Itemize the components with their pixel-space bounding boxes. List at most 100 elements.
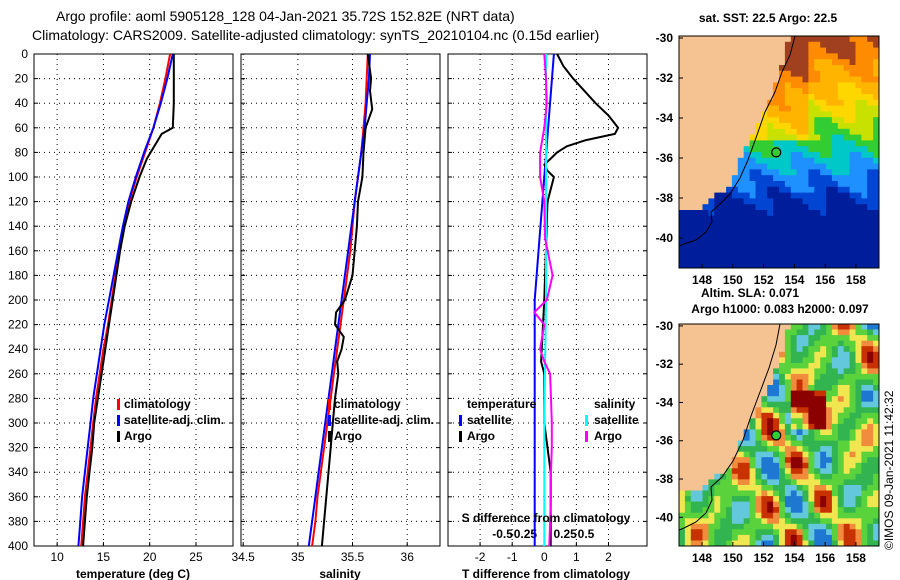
field-cell	[843, 418, 851, 425]
field-cell	[808, 379, 815, 386]
field-cell	[761, 396, 768, 403]
x-tick-label: 35.5	[341, 550, 365, 564]
field-cell	[808, 518, 815, 525]
field-cell	[684, 501, 692, 508]
field-cell	[779, 485, 786, 492]
field-cell	[843, 146, 851, 153]
field-cell	[837, 373, 845, 380]
field-cell	[779, 111, 786, 118]
field-cell	[790, 335, 798, 342]
field-cell	[837, 157, 845, 165]
field-cell	[802, 346, 809, 353]
field-cell	[737, 221, 745, 228]
field-cell	[826, 94, 833, 101]
field-cell	[814, 140, 821, 147]
field-cell	[784, 244, 792, 252]
field-cell	[855, 117, 862, 124]
y-tick-label: 320	[8, 441, 28, 455]
field-cell	[726, 250, 733, 257]
y-tick-label: 360	[8, 490, 28, 504]
field-cell	[790, 324, 798, 331]
field-cell	[826, 446, 833, 453]
field-cell	[720, 215, 727, 223]
field-cell	[826, 512, 833, 519]
field-cell	[831, 239, 839, 246]
field-cell	[831, 262, 839, 268]
field-cell	[796, 250, 804, 257]
field-cell	[708, 507, 715, 514]
field-cell	[790, 362, 798, 369]
field-cell	[867, 529, 874, 536]
field-cell	[831, 157, 839, 165]
field-cell	[802, 134, 809, 141]
field-cell	[696, 239, 704, 246]
field-cell	[726, 496, 733, 503]
field-cell	[867, 111, 874, 118]
field-cell	[773, 169, 780, 176]
s-difference-xlabel: S difference from climatology	[462, 511, 631, 525]
field-cell	[679, 215, 686, 223]
field-cell	[802, 192, 809, 199]
field-cell	[861, 65, 868, 72]
field-cell	[831, 88, 839, 95]
field-cell	[743, 523, 751, 530]
y-tick-label: 380	[8, 514, 28, 528]
field-cell	[743, 507, 751, 514]
coastline	[679, 324, 879, 546]
field-cell	[826, 396, 833, 403]
field-cell	[849, 117, 857, 124]
field-cell	[861, 157, 868, 165]
field-cell	[849, 457, 857, 464]
field-cell	[690, 512, 698, 519]
field-cell	[796, 221, 804, 228]
field-cell	[826, 152, 833, 159]
field-cell	[731, 175, 739, 182]
field-cell	[855, 163, 862, 170]
field-cell	[849, 401, 857, 408]
field-cell	[873, 468, 879, 475]
legend-swatch-t-argo	[459, 431, 462, 442]
y-tick-label: 340	[8, 465, 28, 479]
field-cell	[731, 244, 739, 252]
field-cell	[873, 335, 879, 342]
field-cell	[720, 198, 727, 205]
field-cell	[814, 396, 821, 403]
field-cell	[720, 534, 727, 541]
field-cell	[861, 340, 868, 347]
field-cell	[796, 146, 804, 153]
field-cell	[867, 210, 874, 217]
field-cell	[837, 175, 845, 182]
field-cell	[808, 451, 815, 458]
field-cell	[784, 186, 792, 194]
field-cell	[761, 163, 768, 170]
field-cell	[714, 490, 721, 497]
field-cell	[773, 385, 780, 392]
field-cell	[826, 335, 833, 342]
field-cell	[679, 262, 686, 268]
field-cell	[855, 244, 862, 252]
field-cell	[861, 88, 868, 95]
field-cell	[702, 507, 709, 514]
field-cell	[743, 146, 751, 153]
field-cell	[849, 233, 857, 240]
field-cell	[761, 435, 768, 442]
field-cell	[690, 540, 698, 546]
field-cell	[784, 99, 792, 107]
field-cell	[696, 512, 704, 519]
field-cell	[696, 523, 704, 530]
field-cell	[761, 128, 768, 136]
field-cell	[796, 227, 804, 234]
field-cell	[790, 94, 798, 101]
field-cell	[820, 111, 827, 118]
field-cell	[702, 496, 709, 503]
field-cell	[755, 140, 762, 147]
field-cell	[784, 540, 792, 546]
imos-credit: ©IMOS 09-Jan-2021 11:42:32	[882, 390, 896, 550]
field-cell	[826, 390, 833, 397]
field-cell	[761, 462, 768, 469]
field-cell	[861, 152, 868, 159]
field-cell	[714, 256, 721, 263]
field-cell	[679, 256, 686, 263]
field-cell	[790, 373, 798, 380]
field-cell	[702, 512, 709, 519]
